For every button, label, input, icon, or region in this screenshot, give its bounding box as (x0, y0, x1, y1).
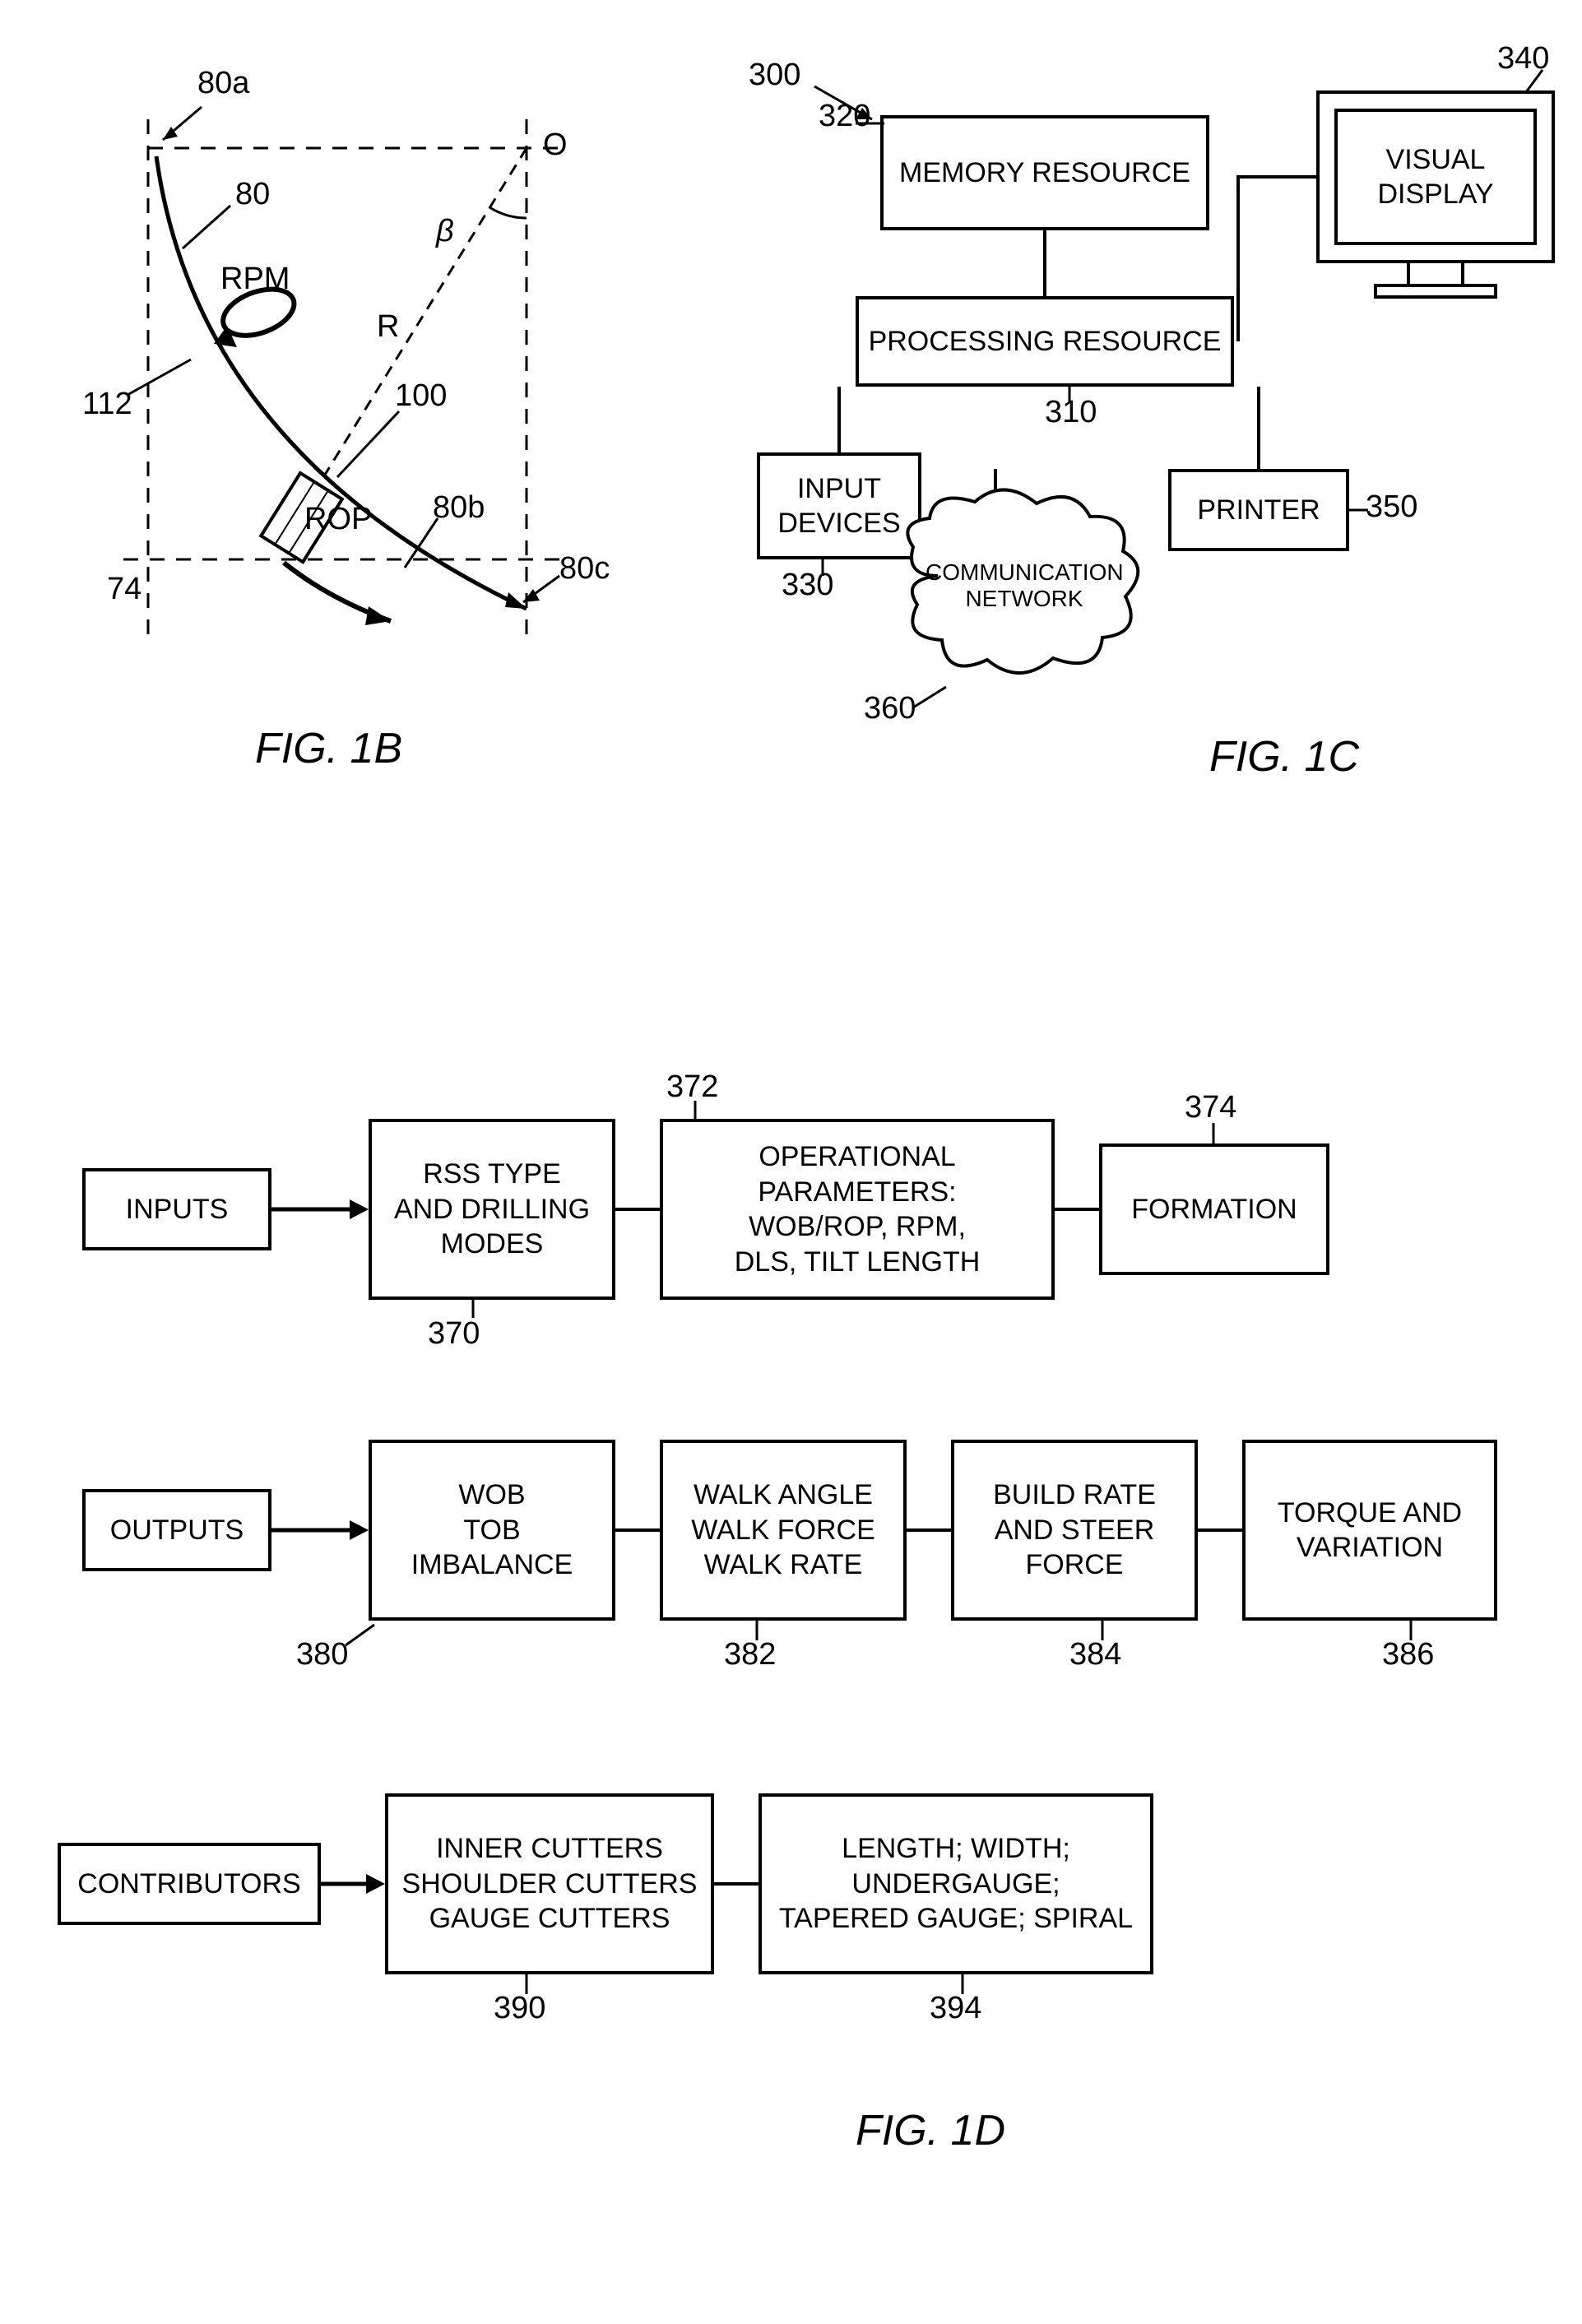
label-350: 350 (1366, 489, 1417, 525)
label-80b: 80b (433, 490, 485, 526)
conn-340 (1234, 173, 1320, 346)
label-R: R (377, 309, 399, 345)
fig1b-caption: FIG. 1B (255, 724, 402, 773)
conn-370-372 (615, 1205, 661, 1213)
box-390-text: INNER CUTTERS SHOULDER CUTTERS GAUGE CUT… (402, 1831, 698, 1937)
conn-390-394 (714, 1880, 760, 1888)
arrow-outputs (271, 1514, 370, 1547)
label-beta: β (436, 214, 454, 249)
box-394: LENGTH; WIDTH; UNDERGAUGE; TAPERED GAUGE… (759, 1793, 1153, 1974)
printer-text: PRINTER (1197, 493, 1320, 528)
visual-display-text: VISUAL DISPLAY (1377, 142, 1493, 212)
leader-382 (753, 1621, 761, 1644)
leader-380 (346, 1622, 378, 1647)
leader-310 (1065, 387, 1074, 411)
box-384: BUILD RATE AND STEER FORCE (951, 1440, 1198, 1621)
leader-374 (1209, 1123, 1218, 1146)
box-380: WOB TOB IMBALANCE (369, 1440, 615, 1621)
box-372: OPERATIONAL PARAMETERS: WOB/ROP, RPM, DL… (660, 1119, 1055, 1300)
label-394: 394 (930, 1991, 981, 2026)
input-devices-text: INPUT DEVICES (777, 471, 900, 541)
label-372: 372 (666, 1069, 718, 1105)
label-O: O (543, 128, 568, 163)
box-374-text: FORMATION (1131, 1192, 1297, 1227)
leader-370 (469, 1300, 477, 1324)
fig1c-caption: FIG. 1C (1209, 732, 1359, 782)
box-390: INNER CUTTERS SHOULDER CUTTERS GAUGE CUT… (385, 1793, 714, 1974)
outputs-label: OUTPUTS (110, 1513, 244, 1548)
page: 80a 80 RPM 112 74 ROP R 100 80b 80c β O … (33, 33, 1549, 2291)
fig1d-caption: FIG. 1D (856, 2106, 1005, 2155)
label-80a: 80a (197, 66, 249, 101)
leader-330 (819, 559, 827, 584)
network-text: COMMUNICATION NETWORK (926, 559, 1123, 612)
visual-display-monitor: VISUAL DISPLAY (1316, 90, 1555, 304)
label-80c: 80c (559, 551, 610, 587)
label-rpm: RPM (220, 262, 290, 297)
leader-384 (1098, 1621, 1106, 1644)
label-rop: ROP (304, 502, 372, 537)
printer-box: PRINTER (1168, 469, 1349, 551)
box-370-text: RSS TYPE AND DRILLING MODES (394, 1157, 590, 1262)
conn-320-310 (1041, 230, 1049, 298)
box-380-text: WOB TOB IMBALANCE (411, 1477, 573, 1583)
label-300: 300 (749, 58, 800, 93)
box-382-text: WALK ANGLE WALK FORCE WALK RATE (691, 1477, 875, 1583)
box-386-text: TORQUE AND VARIATION (1278, 1496, 1462, 1566)
box-386: TORQUE AND VARIATION (1242, 1440, 1497, 1621)
label-100: 100 (395, 378, 447, 414)
arrow-contributors (321, 1867, 387, 1900)
inputs-label: INPUTS (126, 1192, 229, 1227)
conn-384-386 (1198, 1526, 1244, 1534)
processing-resource-box: PROCESSING RESOURCE (856, 296, 1234, 387)
label-80: 80 (235, 177, 270, 212)
conn-350 (1255, 387, 1263, 471)
label-390: 390 (494, 1991, 545, 2026)
leader-386 (1407, 1621, 1415, 1644)
leader-340 (1522, 66, 1555, 99)
label-384: 384 (1069, 1637, 1121, 1672)
box-382: WALK ANGLE WALK FORCE WALK RATE (660, 1440, 907, 1621)
box-370: RSS TYPE AND DRILLING MODES (369, 1119, 615, 1300)
conn-382-384 (907, 1526, 953, 1534)
leader-390 (522, 1974, 531, 1997)
leader-372 (691, 1101, 699, 1122)
box-384-text: BUILD RATE AND STEER FORCE (993, 1477, 1156, 1583)
arrow-inputs (271, 1193, 370, 1226)
memory-resource-box: MEMORY RESOURCE (880, 115, 1209, 230)
leader-350 (1348, 506, 1372, 514)
conn-380-382 (615, 1526, 661, 1534)
conn-372-374 (1055, 1205, 1101, 1213)
memory-resource-text: MEMORY RESOURCE (899, 155, 1190, 191)
leader-320 (856, 103, 897, 136)
box-394-text: LENGTH; WIDTH; UNDERGAUGE; TAPERED GAUGE… (779, 1831, 1133, 1937)
conn-330 (835, 387, 843, 454)
contributors-label: CONTRIBUTORS (77, 1867, 300, 1902)
label-74: 74 (107, 572, 141, 607)
label-360: 360 (864, 691, 916, 726)
processing-resource-text: PROCESSING RESOURCE (869, 324, 1222, 360)
fig1b-svg (99, 99, 609, 724)
label-374: 374 (1185, 1090, 1236, 1125)
label-382: 382 (724, 1637, 776, 1672)
contributors-label-box: CONTRIBUTORS (58, 1843, 321, 1925)
inputs-label-box: INPUTS (82, 1168, 271, 1250)
box-372-text: OPERATIONAL PARAMETERS: WOB/ROP, RPM, DL… (670, 1139, 1045, 1279)
label-112: 112 (82, 387, 132, 422)
leader-360 (913, 683, 954, 716)
outputs-label-box: OUTPUTS (82, 1489, 271, 1571)
leader-394 (958, 1974, 967, 1997)
label-380: 380 (296, 1637, 348, 1672)
box-374: FORMATION (1099, 1143, 1329, 1275)
